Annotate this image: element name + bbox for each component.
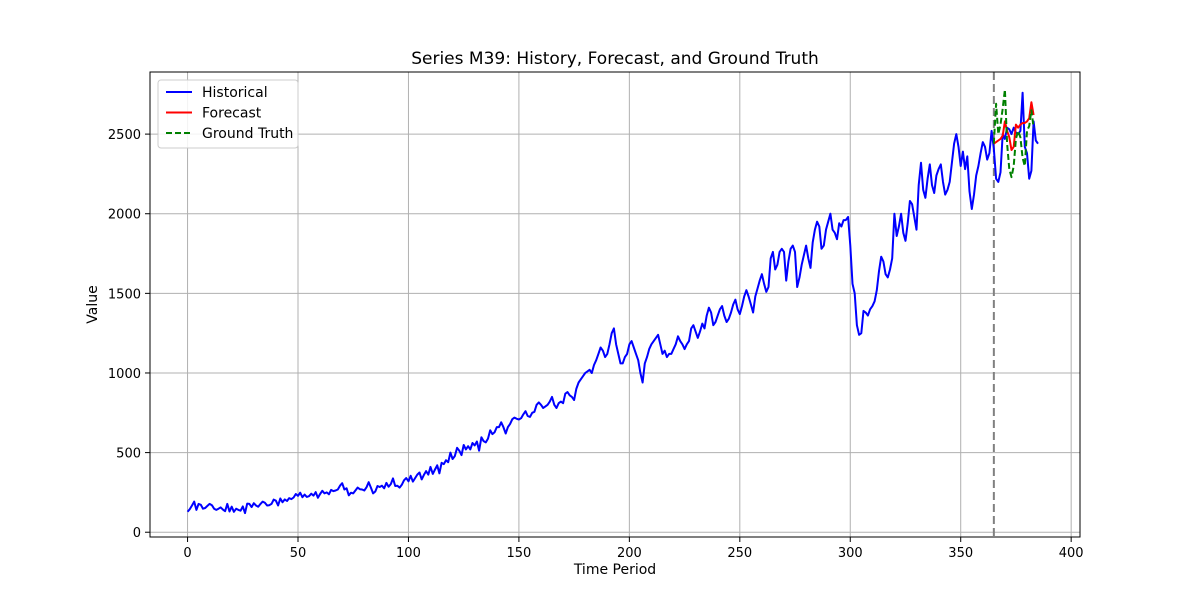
plot-frame <box>149 71 1081 538</box>
x-tick-label: 300 <box>838 546 863 561</box>
legend-label-forecast: Forecast <box>202 106 262 122</box>
y-tick-label: 1000 <box>108 367 141 382</box>
y-axis-title: Value <box>85 285 101 323</box>
historical-line <box>186 91 1039 515</box>
forecast-line <box>993 101 1035 151</box>
x-tick-label: 150 <box>506 546 531 561</box>
x-tick-label: 50 <box>290 546 307 561</box>
y-tick-label: 2500 <box>108 128 141 143</box>
legend-label-ground-truth: Ground Truth <box>202 126 293 142</box>
series-lines <box>186 88 1039 515</box>
x-tick-label: 0 <box>183 546 191 561</box>
x-axis-ticks: 0 50 100 150 200 250 300 350 400 <box>183 537 1084 561</box>
y-axis-ticks: 0 500 1000 1500 2000 2500 <box>108 128 150 541</box>
chart-title: Series M39: History, Forecast, and Groun… <box>411 49 819 69</box>
grid <box>150 72 1080 537</box>
y-tick-label: 1500 <box>108 287 141 302</box>
y-tick-label: 0 <box>133 526 141 541</box>
x-tick-label: 400 <box>1059 546 1084 561</box>
legend: Historical Forecast Ground Truth <box>157 79 299 149</box>
y-tick-label: 500 <box>116 447 141 462</box>
x-axis-title: Time Period <box>573 562 656 578</box>
legend-box <box>157 79 299 149</box>
x-tick-label: 200 <box>617 546 642 561</box>
x-tick-label: 100 <box>396 546 421 561</box>
y-tick-label: 2000 <box>108 208 141 223</box>
x-tick-label: 350 <box>948 546 973 561</box>
legend-label-historical: Historical <box>202 85 268 101</box>
x-tick-label: 250 <box>727 546 752 561</box>
